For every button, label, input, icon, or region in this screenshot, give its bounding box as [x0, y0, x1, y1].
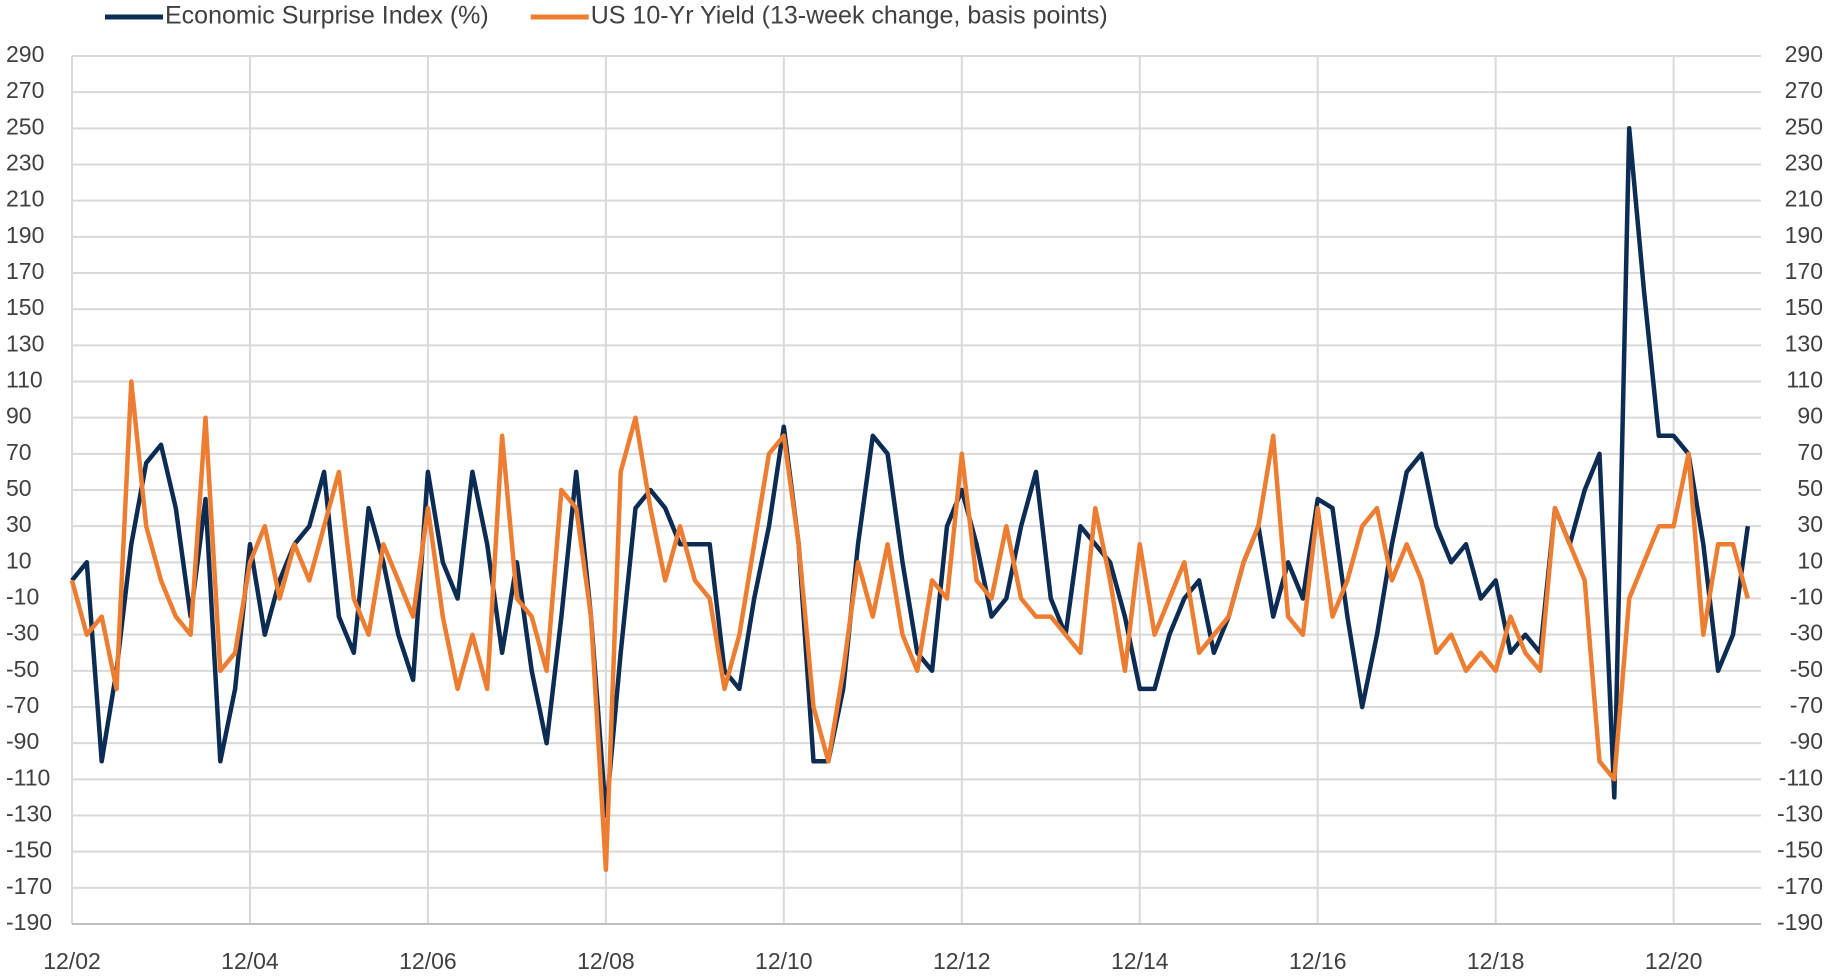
- y2-tick-label: 290: [1785, 41, 1823, 67]
- x-tick-label: 12/06: [399, 948, 457, 974]
- y-tick-label: -130: [6, 801, 52, 827]
- y-tick-label: 30: [6, 511, 32, 537]
- y2-tick-label: 250: [1785, 113, 1823, 139]
- y-tick-label: 190: [6, 222, 44, 248]
- y-tick-label: -190: [6, 909, 52, 935]
- series-line: [69, 379, 1750, 873]
- y2-tick-label: -190: [1777, 909, 1823, 935]
- y-tick-label: -10: [6, 584, 39, 610]
- y-tick-label: 50: [6, 475, 32, 501]
- y2-tick-label: 230: [1785, 150, 1823, 176]
- y-tick-label: 150: [6, 294, 44, 320]
- x-tick-label: 12/10: [755, 948, 813, 974]
- y2-tick-label: -170: [1777, 873, 1823, 899]
- x-tick-label: 12/20: [1645, 948, 1703, 974]
- y2-tick-label: -110: [1779, 764, 1823, 790]
- x-tick-label: 12/14: [1111, 948, 1169, 974]
- legend-label: US 10-Yr Yield (13-week change, basis po…: [591, 2, 1108, 30]
- y-tick-label: 70: [6, 439, 32, 465]
- x-tick-label: 12/12: [933, 948, 991, 974]
- y2-tick-label: -10: [1790, 584, 1823, 610]
- y-tick-label: 290: [6, 41, 44, 67]
- y2-tick-label: 190: [1785, 222, 1823, 248]
- y-tick-label: 170: [6, 258, 44, 284]
- y2-tick-label: 170: [1785, 258, 1823, 284]
- series-line: [70, 126, 1751, 818]
- y2-tick-label: 90: [1797, 403, 1823, 429]
- y2-tick-label: -130: [1777, 801, 1823, 827]
- y2-tick-label: 270: [1785, 77, 1823, 103]
- y-tick-label: 110: [6, 367, 43, 393]
- y-tick-label: 210: [6, 186, 44, 212]
- y2-tick-label: 210: [1785, 186, 1823, 212]
- y2-tick-label: 110: [1786, 367, 1823, 393]
- y2-tick-label: 150: [1785, 294, 1823, 320]
- y-tick-label: 10: [6, 547, 32, 573]
- y-tick-label: -50: [6, 656, 39, 682]
- y-tick-label: -150: [6, 837, 52, 863]
- y2-tick-label: 70: [1797, 439, 1823, 465]
- x-tick-label: 12/18: [1467, 948, 1525, 974]
- y-tick-label: -70: [6, 692, 39, 718]
- x-tick-label: 12/02: [43, 948, 101, 974]
- x-tick-label: 12/08: [577, 948, 635, 974]
- y2-tick-label: -90: [1790, 728, 1823, 754]
- y-tick-label: -30: [6, 620, 39, 646]
- y2-tick-label: -150: [1777, 837, 1823, 863]
- y2-tick-label: -50: [1790, 656, 1823, 682]
- y-tick-label: -110: [6, 764, 50, 790]
- y-tick-label: -90: [6, 728, 39, 754]
- y-tick-label: -170: [6, 873, 52, 899]
- x-tick-label: 12/04: [221, 948, 279, 974]
- y2-tick-label: 130: [1785, 330, 1823, 356]
- y2-tick-label: 30: [1797, 511, 1823, 537]
- y-tick-label: 230: [6, 150, 44, 176]
- x-tick-label: 12/16: [1289, 948, 1347, 974]
- y-tick-label: 270: [6, 77, 44, 103]
- y-tick-label: 130: [6, 330, 44, 356]
- y-tick-label: 250: [6, 113, 44, 139]
- y2-tick-label: -70: [1790, 692, 1823, 718]
- y2-tick-label: 10: [1797, 547, 1823, 573]
- y-tick-label: 90: [6, 403, 32, 429]
- y2-tick-label: 50: [1797, 475, 1823, 501]
- legend-label: Economic Surprise Index (%): [165, 2, 489, 30]
- y2-tick-label: -30: [1790, 620, 1823, 646]
